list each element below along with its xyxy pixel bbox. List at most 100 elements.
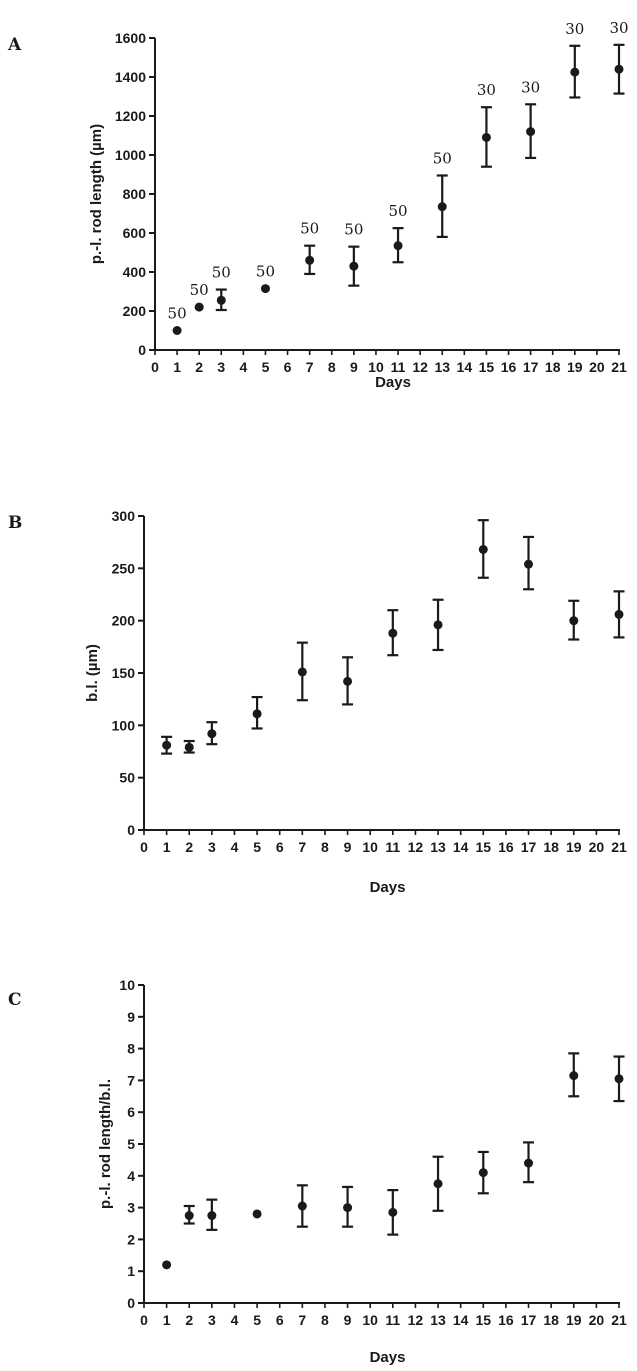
y-tick-label: 0 [138, 342, 146, 358]
x-tick-label: 2 [185, 839, 193, 855]
y-tick-label: 7 [127, 1072, 135, 1088]
y-tick-label: 3 [127, 1200, 135, 1216]
data-point [349, 261, 359, 271]
data-point [343, 1203, 353, 1213]
x-tick-label: 12 [408, 1312, 424, 1328]
data-point [172, 326, 182, 335]
data-point [162, 1260, 172, 1270]
x-tick-label: 13 [430, 1312, 446, 1328]
y-tick-label: 4 [127, 1168, 135, 1184]
data-point [570, 67, 580, 77]
data-point [297, 667, 307, 677]
data-point [388, 1207, 398, 1217]
x-tick-label: 6 [276, 1312, 284, 1328]
y-tick-label: 300 [112, 508, 136, 524]
x-axis-title: Days [370, 879, 406, 896]
x-axis-title: Days [375, 374, 411, 391]
data-point [433, 1179, 443, 1189]
data-point [184, 1211, 194, 1221]
x-tick-label: 10 [368, 359, 384, 375]
x-tick-label: 4 [231, 839, 239, 855]
x-tick-label: 15 [475, 1312, 491, 1328]
data-point [297, 1201, 307, 1211]
data-point [393, 241, 403, 251]
x-tick-label: 14 [457, 359, 473, 375]
x-tick-label: 5 [262, 359, 270, 375]
x-tick-label: 20 [589, 1312, 605, 1328]
data-point [252, 1209, 262, 1219]
x-tick-label: 17 [521, 1312, 537, 1328]
x-tick-label: 3 [208, 1312, 216, 1328]
y-tick-label: 250 [112, 560, 136, 576]
data-point [207, 1211, 217, 1221]
data-point [305, 255, 315, 265]
x-tick-label: 1 [163, 1312, 171, 1328]
x-tick-label: 0 [140, 839, 148, 855]
x-tick-label: 21 [611, 839, 627, 855]
x-tick-label: 11 [385, 839, 400, 855]
x-tick-label: 11 [391, 359, 406, 375]
y-tick-label: 0 [127, 822, 135, 838]
data-point [526, 127, 536, 137]
data-point [478, 1168, 488, 1178]
data-point [388, 628, 398, 638]
data-point [252, 709, 262, 719]
x-tick-label: 17 [523, 359, 539, 375]
x-tick-label: 21 [611, 1312, 627, 1328]
sample-size-label: 50 [190, 281, 209, 299]
data-point [614, 64, 624, 74]
y-tick-label: 600 [123, 225, 147, 241]
data-point [162, 740, 172, 750]
x-tick-label: 1 [163, 839, 171, 855]
x-tick-label: 9 [344, 839, 352, 855]
x-tick-label: 18 [543, 839, 559, 855]
data-point [194, 302, 204, 312]
y-tick-label: 1400 [115, 69, 146, 85]
data-point [524, 559, 534, 569]
x-tick-label: 3 [217, 359, 225, 375]
x-tick-label: 14 [453, 839, 469, 855]
y-tick-label: 50 [119, 770, 135, 786]
data-point [433, 620, 443, 630]
data-point [216, 295, 226, 305]
sample-size-label: 30 [565, 20, 584, 38]
data-point [184, 742, 194, 752]
y-tick-label: 9 [127, 1009, 135, 1025]
y-tick-label: 6 [127, 1104, 135, 1120]
x-tick-label: 18 [545, 359, 561, 375]
x-axis-title: Days [370, 1349, 406, 1366]
data-point [569, 616, 579, 626]
y-tick-label: 100 [112, 717, 136, 733]
sample-size-label: 30 [521, 78, 540, 96]
y-tick-label: 0 [127, 1295, 135, 1311]
data-point [614, 1074, 624, 1084]
x-tick-label: 12 [412, 359, 428, 375]
data-point [478, 544, 488, 554]
y-tick-label: 5 [127, 1136, 135, 1152]
x-tick-label: 19 [566, 839, 582, 855]
data-point [524, 1158, 534, 1168]
y-axis-title: p.-l. rod length (µm) [88, 124, 105, 264]
sample-size-label: 50 [256, 263, 275, 281]
sample-size-label: 50 [433, 149, 452, 167]
sample-size-label: 50 [300, 220, 319, 238]
x-tick-label: 2 [185, 1312, 193, 1328]
x-tick-label: 13 [430, 839, 446, 855]
y-tick-label: 10 [119, 977, 135, 993]
x-tick-label: 6 [276, 839, 284, 855]
panel-letter: A [7, 35, 22, 55]
x-tick-label: 12 [408, 839, 424, 855]
x-tick-label: 15 [479, 359, 495, 375]
y-tick-label: 8 [127, 1041, 135, 1057]
x-tick-label: 20 [589, 839, 605, 855]
x-tick-label: 8 [321, 839, 329, 855]
y-tick-label: 1600 [115, 30, 146, 46]
sample-size-label: 50 [212, 264, 231, 282]
x-tick-label: 10 [362, 839, 378, 855]
x-tick-label: 5 [253, 839, 261, 855]
sample-size-label: 50 [389, 202, 408, 220]
y-tick-label: 400 [123, 264, 147, 280]
x-tick-label: 14 [453, 1312, 469, 1328]
x-tick-label: 1 [173, 359, 181, 375]
